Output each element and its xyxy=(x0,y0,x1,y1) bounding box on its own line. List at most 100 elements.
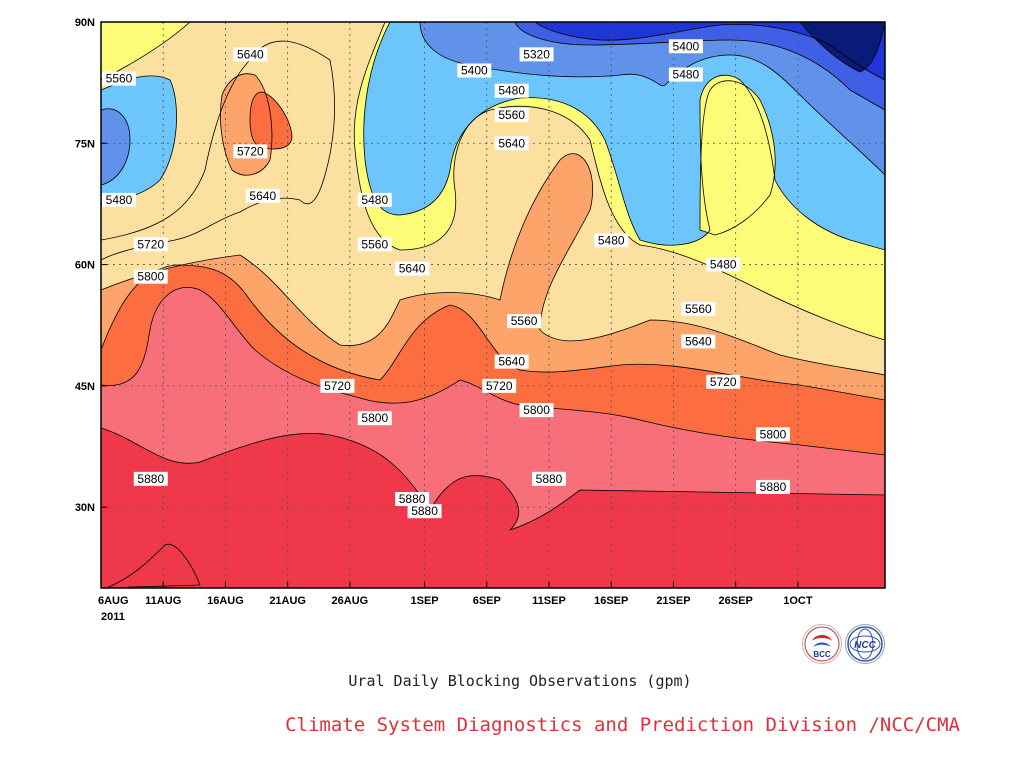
contour-label-text: 5800 xyxy=(523,403,550,417)
contour-label-box xyxy=(494,107,529,122)
contour-label-text: 5480 xyxy=(498,84,525,98)
chart-title: Ural Daily Blocking Observations (gpm) xyxy=(348,672,692,690)
bcc-logo: BCC xyxy=(802,624,842,664)
y-axis-ticks: 30N 45N 60N 75N 90N xyxy=(75,17,107,514)
contour-label: 5880 xyxy=(532,471,566,486)
x-tick-label: 6SEP xyxy=(473,595,501,607)
contour-label-text: 5880 xyxy=(411,504,438,518)
contour-label: 5640 xyxy=(395,261,430,276)
fill-band-5160 xyxy=(535,22,885,80)
contour-label-box xyxy=(395,261,430,276)
contour-label-box xyxy=(102,192,136,207)
contour-label: 5400 xyxy=(457,63,492,78)
svg-text:BCC: BCC xyxy=(813,650,831,659)
contour-label-box xyxy=(395,492,430,507)
contour-label-text: 5880 xyxy=(399,492,426,506)
ncc-logo-icon: NCC xyxy=(847,626,883,662)
contour-label-text: 5480 xyxy=(106,193,133,207)
contour-label-text: 5320 xyxy=(523,47,550,61)
contour-line xyxy=(534,22,885,81)
contour-line xyxy=(249,91,293,150)
contour-label: 5480 xyxy=(706,257,741,272)
contour-label-text: 5880 xyxy=(760,480,787,494)
contour-label: 5800 xyxy=(133,269,168,284)
fill-band-5080 xyxy=(800,22,885,72)
contour-label: 5560 xyxy=(494,107,529,122)
x-tick-label: 26AUG xyxy=(332,595,369,607)
contour-label: 5560 xyxy=(102,71,136,86)
fill-band-5560-closed xyxy=(700,80,776,236)
contour-label-box xyxy=(245,188,280,203)
contour-label-box xyxy=(668,67,703,82)
contour-label: 5640 xyxy=(494,136,529,151)
contour-line xyxy=(220,73,273,176)
contour-label: 5560 xyxy=(681,302,716,317)
plot-frame xyxy=(100,21,886,589)
contour-labels: 5560 5480 5720 5800 5880 5640 5720 5640 5480 5560… xyxy=(102,39,790,518)
contour-label-box xyxy=(494,83,529,98)
contour-label: 5800 xyxy=(357,411,392,426)
contour-label: 5640 xyxy=(233,47,268,62)
contour-label-box xyxy=(233,144,268,159)
x-tick-label: 21SEP xyxy=(656,595,690,607)
contour-label-box xyxy=(102,71,136,86)
contour-label: 5480 xyxy=(594,233,629,248)
contour-label: 5560 xyxy=(507,314,542,329)
x-axis-ticks: 6AUG 11AUG 16AUG 21AUG 26AUG 1SEP 6SEP 11SEP 16S… xyxy=(98,582,813,607)
contour-label-text: 5880 xyxy=(536,472,563,486)
contour-label-text: 5560 xyxy=(106,72,133,86)
contour-label-text: 5560 xyxy=(498,108,525,122)
contour-label: 5720 xyxy=(133,237,168,252)
contour-label-text: 5480 xyxy=(598,233,625,247)
contour-label: 5720 xyxy=(233,144,268,159)
contour-label-text: 5640 xyxy=(249,189,276,203)
contour-label-text: 5480 xyxy=(710,258,737,272)
contour-label: 5320 xyxy=(519,47,554,62)
contour-label: 5480 xyxy=(494,83,529,98)
contour-line xyxy=(101,543,201,588)
contour-label-box xyxy=(133,269,168,284)
contour-label-text: 5640 xyxy=(498,136,525,150)
contour-label: 5720 xyxy=(706,374,741,389)
contour-label-text: 5880 xyxy=(137,472,164,486)
x-tick-label: 16AUG xyxy=(207,595,244,607)
contour-label-text: 5640 xyxy=(685,334,712,348)
contour-label-text: 5560 xyxy=(685,302,712,316)
contour-label-box xyxy=(357,411,392,426)
x-tick-label: 11SEP xyxy=(532,595,566,607)
contour-label-box xyxy=(494,136,529,151)
x-tick-label: 21AUG xyxy=(269,595,306,607)
contour-label-box xyxy=(133,237,168,252)
contour-label: 5880 xyxy=(133,471,168,486)
contour-label: 5640 xyxy=(245,188,280,203)
contour-label-box xyxy=(357,237,392,252)
contour-fills xyxy=(101,22,885,588)
contour-label-box xyxy=(706,257,741,272)
x-year-label: 2011 xyxy=(101,611,125,623)
contour-label-box xyxy=(457,63,492,78)
contour-line xyxy=(799,22,885,73)
x-tick-label: 1OCT xyxy=(783,595,813,607)
contour-label-box xyxy=(507,314,542,329)
contour-label-box xyxy=(519,47,554,62)
contour-label: 5480 xyxy=(102,192,136,207)
contour-label: 5880 xyxy=(407,504,442,518)
contour-label-text: 5720 xyxy=(710,375,737,389)
y-tick-label: 75N xyxy=(75,138,95,150)
contour-label-box xyxy=(519,403,554,418)
contour-label: 5640 xyxy=(681,334,716,349)
contour-line xyxy=(699,80,776,236)
fill-band-5240 xyxy=(515,22,885,110)
contour-label-box xyxy=(233,47,268,62)
contour-label: 5720 xyxy=(482,378,517,393)
contour-label-text: 5800 xyxy=(137,270,164,284)
contour-label-box xyxy=(494,354,529,369)
fill-band-5320 xyxy=(101,22,885,185)
y-tick-label: 90N xyxy=(75,17,95,29)
contour-label-box xyxy=(482,378,517,393)
y-tick-label: 60N xyxy=(75,260,95,272)
contour-line xyxy=(101,22,885,456)
contour-label-box xyxy=(357,192,392,207)
contour-line xyxy=(101,22,885,401)
contour-label-text: 5560 xyxy=(511,314,538,328)
